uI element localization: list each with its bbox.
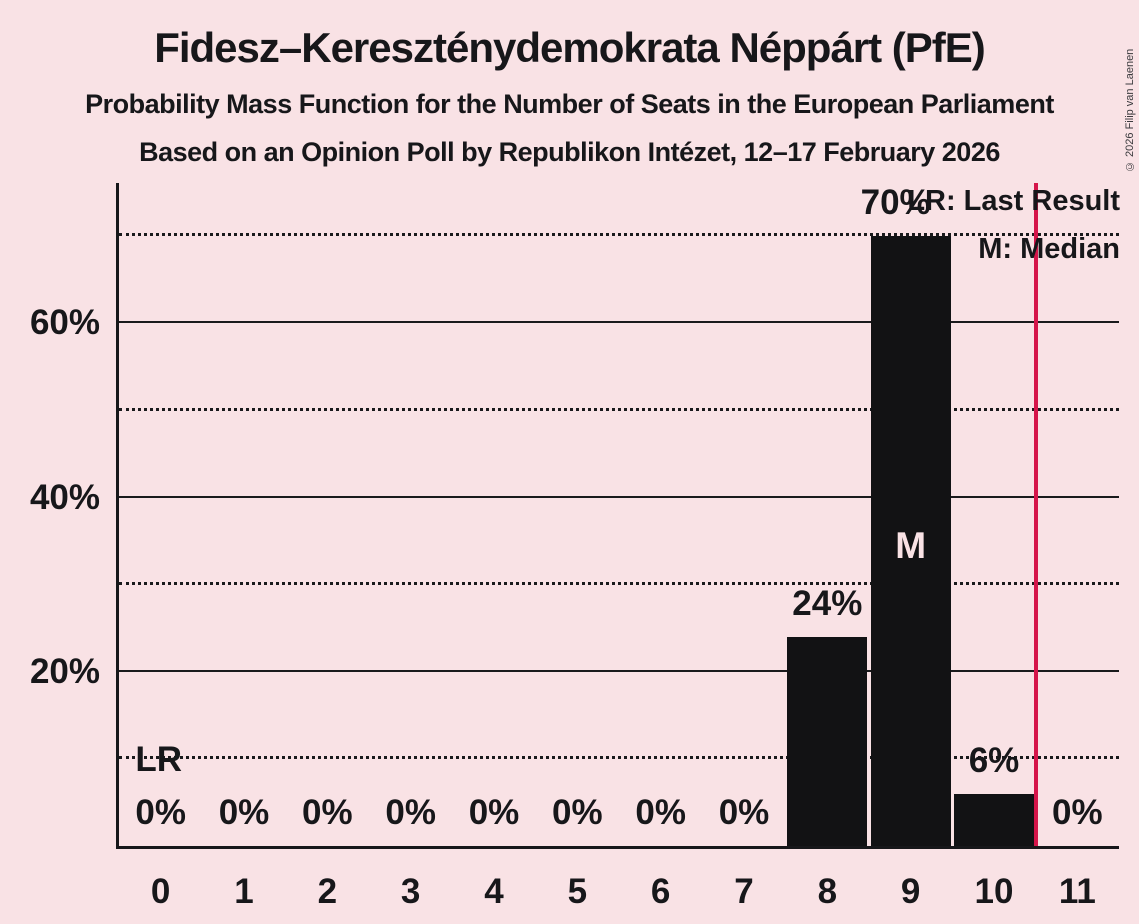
last-result-marker: LR xyxy=(135,740,182,779)
bar-value-label-seat-5: 0% xyxy=(552,793,603,832)
gridline-dotted-70pct xyxy=(119,233,1119,237)
gridline-solid-60pct xyxy=(119,321,1119,324)
copyright-notice: © 2026 Filip van Laenen xyxy=(1124,48,1136,172)
gridline-solid-20pct xyxy=(119,669,1119,672)
y-tick-label-40pct: 40% xyxy=(29,477,100,517)
x-tick-label-7: 7 xyxy=(734,872,754,911)
x-tick-label-1: 1 xyxy=(234,872,254,911)
x-tick-label-9: 9 xyxy=(900,872,921,911)
x-tick-label-0: 0 xyxy=(150,872,171,911)
gridline-solid-40pct xyxy=(119,495,1119,498)
y-tick-label-60pct: 60% xyxy=(29,303,100,343)
x-tick-label-10: 10 xyxy=(974,872,1014,911)
bar-value-label-seat-6: 0% xyxy=(635,793,686,832)
x-tick-label-4: 4 xyxy=(484,872,504,911)
x-tick-label-5: 5 xyxy=(567,872,588,911)
bar-value-label-seat-10: 6% xyxy=(968,740,1020,780)
x-tick-label-11: 11 xyxy=(1058,872,1096,911)
bar-value-label-seat-8: 24% xyxy=(792,583,863,623)
chart-title: Fidesz–Kereszténydemokrata Néppárt (PfE) xyxy=(154,24,986,71)
y-tick-label-20pct: 20% xyxy=(29,651,100,691)
bar-value-label-seat-0: 0% xyxy=(135,793,186,832)
bar-value-label-seat-7: 0% xyxy=(718,793,770,832)
bar-value-label-seat-9: 70% xyxy=(860,183,931,223)
x-tick-label-8: 8 xyxy=(817,872,838,911)
legend-last-result: LR: Last Result xyxy=(907,185,1120,217)
last-result-line xyxy=(1033,183,1038,846)
bar-value-label-seat-4: 0% xyxy=(468,793,520,832)
chart-subtitle-pmf: Probability Mass Function for the Number… xyxy=(85,89,1054,119)
legend-median: M: Median xyxy=(978,233,1120,265)
plot-area: 0% 0% 0% 0% 0% 0% 0% 0% 24% 70% 6% 0% M LR xyxy=(116,183,1119,849)
x-tick-label-2: 2 xyxy=(317,872,338,911)
chart-subtitle-poll: Based on an Opinion Poll by Republikon I… xyxy=(139,137,1000,167)
bar-value-label-seat-1: 0% xyxy=(218,793,270,832)
bar-seat-9 xyxy=(870,236,951,846)
median-marker: M xyxy=(895,525,927,566)
bar-seat-10 xyxy=(954,793,1034,846)
x-tick-label-6: 6 xyxy=(650,872,671,911)
gridline-dotted-10pct xyxy=(119,755,1119,759)
bar-value-label-seat-3: 0% xyxy=(385,793,436,832)
gridline-dotted-30pct xyxy=(119,581,1119,585)
gridline-dotted-50pct xyxy=(119,407,1119,411)
bar-value-label-seat-2: 0% xyxy=(302,793,353,832)
x-tick-label-3: 3 xyxy=(400,872,421,911)
bar-seat-8 xyxy=(787,636,868,846)
bar-value-label-seat-11: 0% xyxy=(1052,793,1103,832)
